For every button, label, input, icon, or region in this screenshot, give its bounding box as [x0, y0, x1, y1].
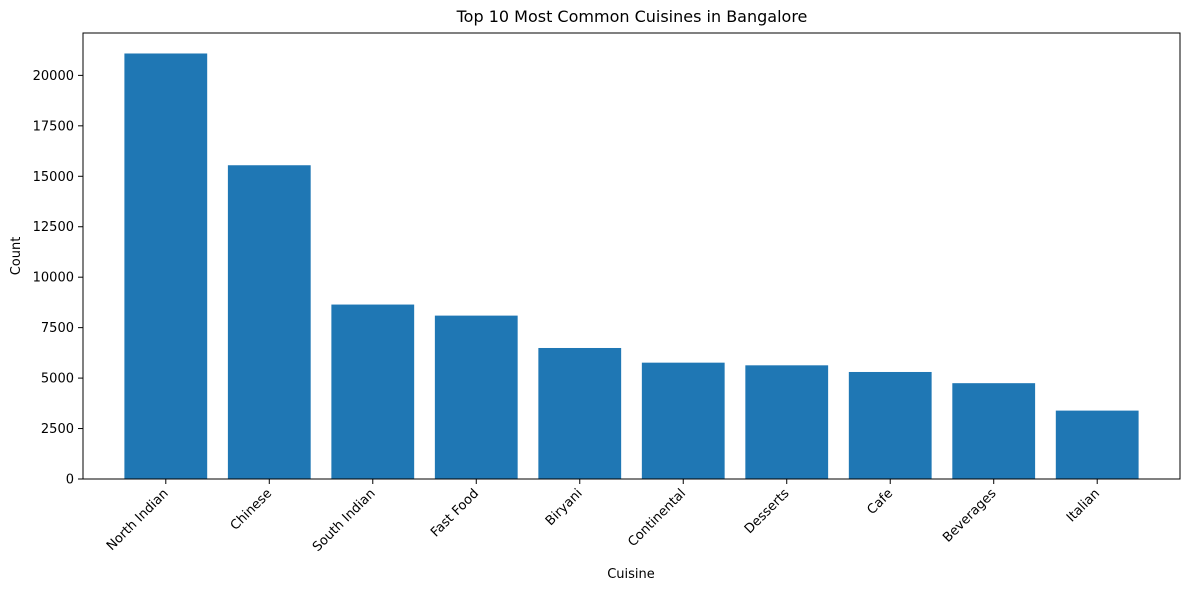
bar-north-indian	[124, 53, 208, 480]
y-axis: 0 2500 5000 7500 10000 12500 15000 17500 20000	[33, 69, 83, 488]
x-tick-label: Continental	[625, 486, 689, 550]
x-axis-label: Cuisine	[607, 567, 655, 582]
bar-chinese	[227, 165, 311, 479]
bar-biryani	[538, 347, 622, 479]
x-tick-label: Italian	[1064, 486, 1103, 525]
bars-group	[124, 53, 1139, 480]
y-tick-label: 12500	[33, 220, 74, 235]
bar-beverages	[952, 383, 1036, 479]
x-tick-label: Desserts	[742, 486, 793, 537]
y-tick-label: 20000	[33, 69, 74, 84]
bar-desserts	[745, 365, 829, 479]
x-tick-label: Beverages	[940, 486, 1000, 546]
y-axis-label: Count	[9, 237, 24, 276]
y-tick-label: 15000	[33, 170, 74, 185]
x-axis: North Indian Chinese South Indian Fast Food…	[104, 479, 1103, 555]
y-tick-label: 17500	[33, 119, 74, 134]
y-tick-label: 2500	[41, 422, 74, 437]
x-tick-label: Biryani	[543, 486, 586, 529]
y-tick-label: 5000	[41, 372, 74, 387]
x-tick-label: North Indian	[104, 486, 172, 554]
y-tick-label: 10000	[33, 271, 74, 286]
x-tick-label: Fast Food	[428, 486, 482, 540]
y-tick-label: 0	[66, 473, 74, 488]
x-tick-label: South Indian	[310, 486, 379, 555]
bar-fast-food	[434, 315, 518, 479]
bar-italian	[1055, 410, 1139, 479]
bar-cafe	[848, 371, 932, 479]
x-tick-label: Chinese	[228, 486, 275, 533]
x-tick-label: Cafe	[865, 486, 897, 518]
bar-continental	[641, 362, 725, 479]
bar-south-indian	[331, 304, 415, 479]
y-tick-label: 7500	[41, 321, 74, 336]
plot-frame	[82, 32, 1181, 480]
chart-title: Top 10 Most Common Cuisines in Bangalore	[456, 7, 808, 26]
